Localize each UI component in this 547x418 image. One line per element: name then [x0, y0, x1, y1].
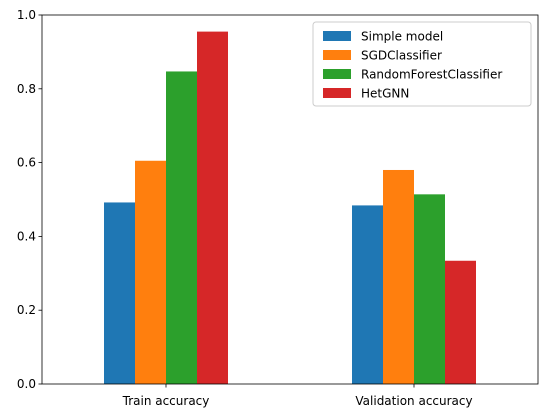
x-tick-label: Validation accuracy: [355, 394, 472, 408]
y-tick-label: 1.0: [17, 8, 36, 22]
plot-frame: [41, 14, 539, 385]
bar-2-2: [383, 169, 414, 384]
legend-swatch-4: [323, 88, 351, 98]
bar-1-1: [104, 202, 135, 384]
y-axis: 0.0 0.2 0.4 0.6 0.8 1.0: [17, 8, 42, 391]
bar-4-1: [197, 31, 228, 384]
legend-label: Simple model: [361, 30, 443, 44]
y-tick-label: 0.6: [17, 156, 36, 170]
y-tick-label: 0.8: [17, 82, 36, 96]
bar-2-1: [135, 160, 166, 384]
bar-1-2: [352, 205, 383, 384]
x-tick-label: Train accuracy: [122, 394, 210, 408]
x-axis: Train accuracy Validation accuracy: [122, 384, 473, 408]
bar-3-2: [414, 194, 445, 384]
bar-4-2: [445, 260, 476, 384]
legend-label: SGDClassifier: [361, 49, 442, 63]
legend-swatch-2: [323, 50, 351, 60]
legend-swatch-3: [323, 69, 351, 79]
y-tick-label: 0.2: [17, 303, 36, 317]
legend-box: [312, 21, 532, 107]
legend-label: HetGNN: [361, 87, 409, 101]
y-tick-label: 0.4: [17, 229, 36, 243]
y-tick-label: 0.0: [17, 377, 36, 391]
legend: Simple model SGDClassifier RandomForestCla…: [312, 21, 532, 107]
legend-swatch-1: [323, 31, 351, 41]
bar-3-1: [166, 71, 197, 384]
bars-group: [104, 31, 476, 384]
legend-label: RandomForestClassifier: [361, 68, 502, 82]
